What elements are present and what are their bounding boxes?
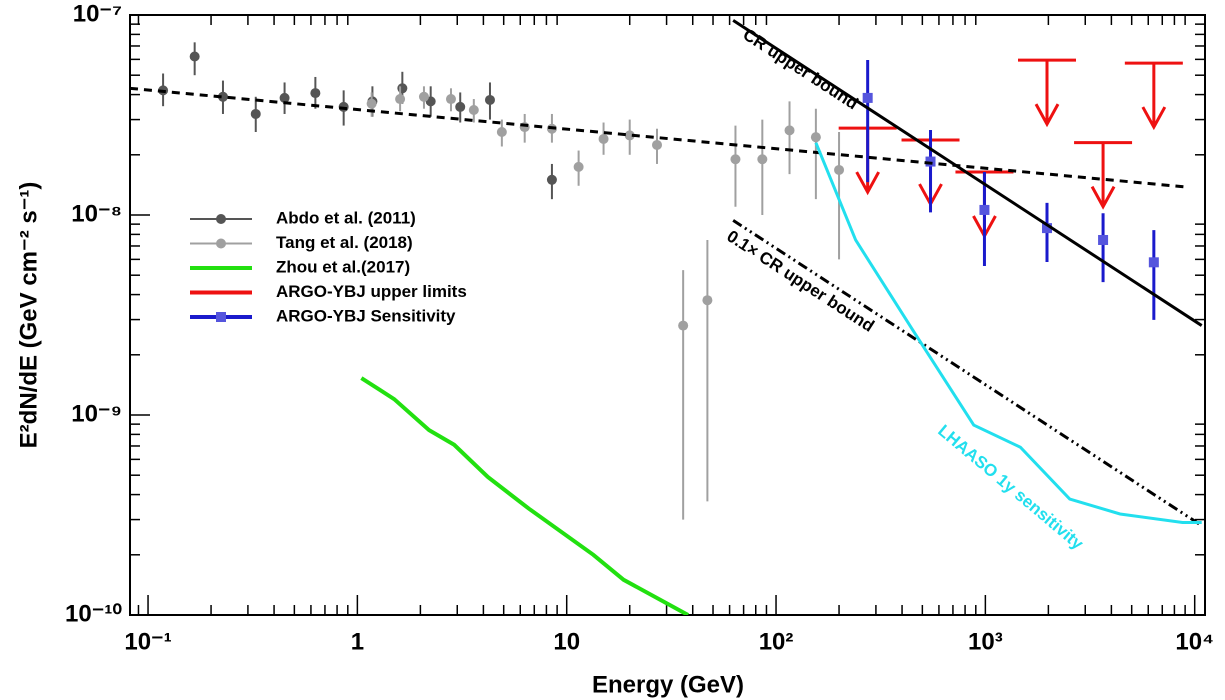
data-point: [810, 132, 821, 143]
y-tick-label: 10⁻⁹: [71, 400, 122, 427]
x-tick-label: 10: [553, 628, 580, 655]
upper-limit-arrow: [1141, 63, 1167, 131]
data-point: [979, 204, 990, 215]
data-point: [702, 295, 713, 306]
legend-label: Tang et al. (2018): [276, 233, 413, 252]
series-line: [814, 142, 1202, 525]
data-point: [468, 104, 479, 115]
data-point: [784, 125, 795, 136]
data-point: [624, 130, 635, 141]
x-axis-title: Energy (GeV): [592, 671, 744, 698]
legend-marker: [216, 238, 226, 249]
data-point: [484, 94, 495, 105]
data-point: [366, 98, 377, 109]
data-point: [418, 91, 429, 102]
data-point: [217, 91, 228, 102]
data-point: [925, 156, 936, 167]
data-point: [397, 83, 408, 94]
data-point: [455, 101, 466, 112]
data-point: [1098, 234, 1109, 245]
upper-limit-arrow: [1090, 142, 1116, 210]
annotation: 0.1× CR upper bound: [723, 226, 877, 335]
plot-frame: [129, 14, 1206, 616]
legend-label: Abdo et al. (2011): [276, 208, 416, 227]
data-point: [279, 92, 290, 103]
legend-marker: [216, 214, 226, 224]
upper-limit-arrow: [1034, 60, 1060, 128]
data-point: [395, 94, 406, 105]
series-line: [360, 376, 690, 615]
x-tick-label: 10²: [759, 628, 794, 655]
data-point: [445, 94, 456, 105]
data-point: [310, 88, 321, 99]
legend-label: ARGO-YBJ Sensitivity: [276, 306, 456, 325]
data-point: [757, 154, 768, 165]
data-point: [1042, 223, 1053, 234]
data-point: [573, 161, 584, 172]
data-point: [496, 127, 507, 138]
y-axis-title: E²dN/dE (GeV cm⁻² s⁻¹): [15, 182, 42, 449]
plot-area: [130, 19, 1203, 615]
x-tick-label: 1: [351, 628, 364, 655]
series-line: [130, 86, 1187, 189]
x-tick-label: 10⁻¹: [124, 628, 171, 655]
y-tick-label: 10⁻¹⁰: [65, 600, 122, 627]
legend-label: ARGO-YBJ upper limits: [276, 282, 467, 301]
y-tick-label: 10⁻⁷: [73, 0, 122, 27]
data-point: [598, 133, 609, 144]
annotation: LHAASO 1y sensitivity: [934, 421, 1087, 554]
data-point: [189, 51, 200, 62]
legend-marker: [216, 312, 226, 322]
series-line: [732, 219, 1203, 527]
series-line: [732, 19, 1203, 327]
data-point: [730, 154, 741, 165]
data-point: [546, 174, 557, 185]
legend-label: Zhou et al.(2017): [276, 257, 410, 276]
y-tick-label: 10⁻⁸: [71, 200, 122, 227]
x-tick-label: 10⁴: [1175, 628, 1214, 655]
data-point: [250, 108, 261, 119]
data-point: [862, 92, 873, 103]
data-point: [652, 139, 663, 150]
annotation: CR upper bound: [740, 25, 862, 113]
data-point: [1148, 257, 1159, 268]
data-point: [834, 164, 845, 175]
data-point: [678, 320, 689, 331]
x-tick-label: 10³: [968, 628, 1003, 655]
